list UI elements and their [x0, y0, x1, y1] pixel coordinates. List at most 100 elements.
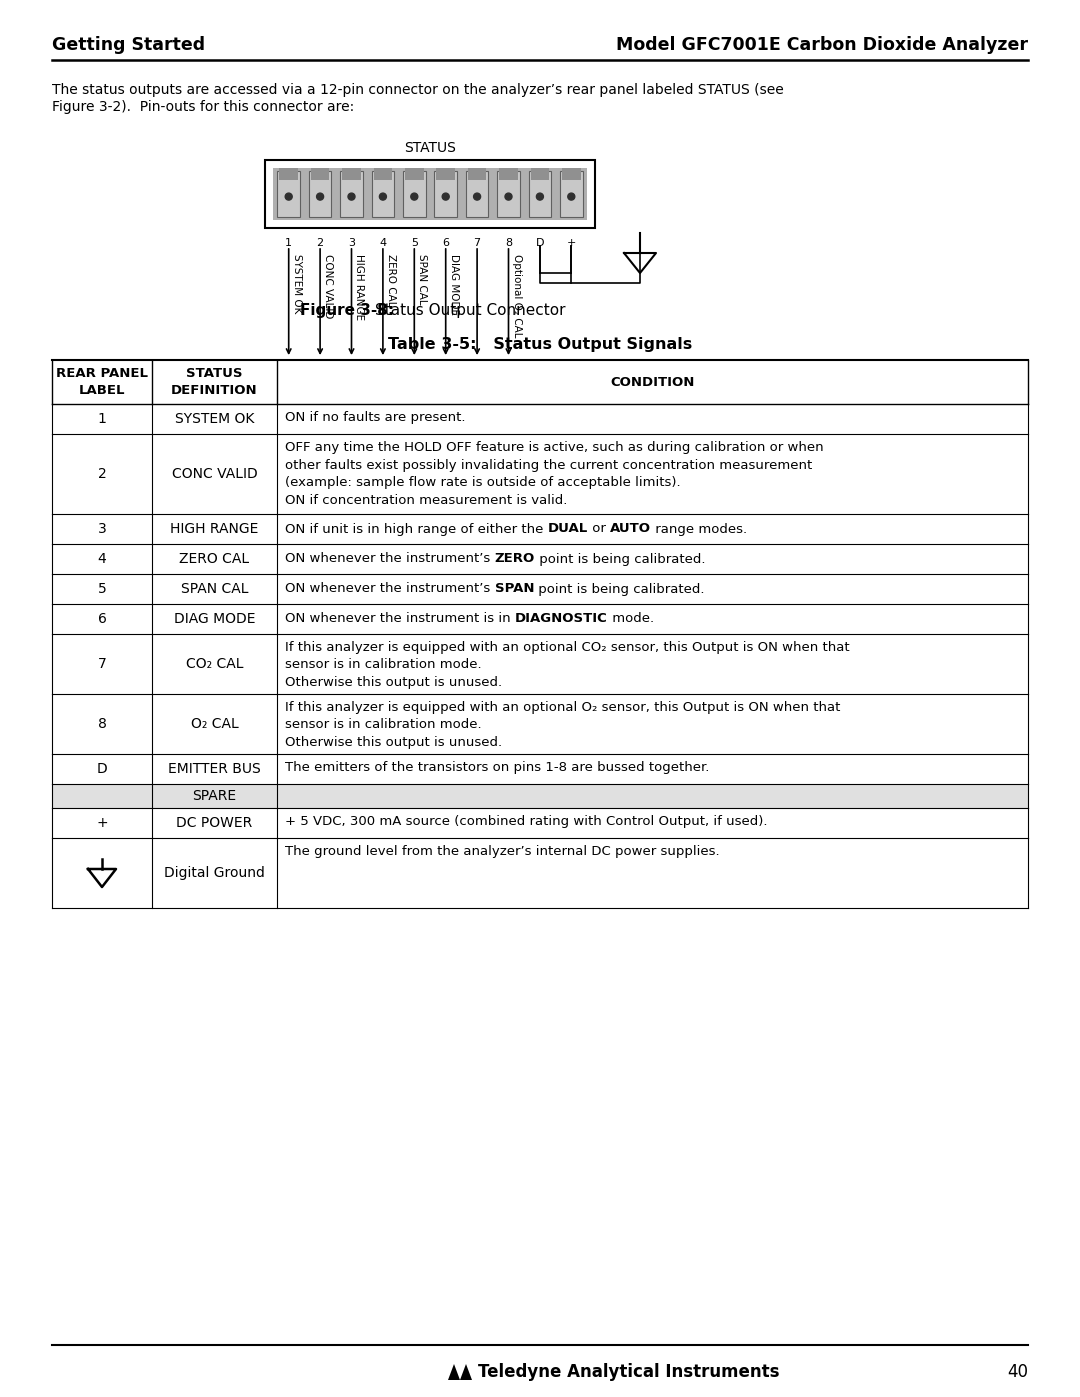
Bar — [265, 161, 595, 228]
Circle shape — [505, 193, 512, 200]
Text: 1: 1 — [97, 412, 107, 426]
Text: or: or — [588, 522, 610, 535]
Text: range modes.: range modes. — [651, 522, 747, 535]
Text: DC POWER: DC POWER — [176, 816, 253, 830]
Text: Optional O₂ CAL: Optional O₂ CAL — [512, 254, 522, 338]
Text: 1: 1 — [285, 237, 293, 249]
Text: OFF any time the HOLD OFF feature is active, such as during calibration or when
: OFF any time the HOLD OFF feature is act… — [285, 441, 824, 507]
Bar — [434, 170, 457, 217]
Text: 2: 2 — [97, 467, 106, 481]
Bar — [405, 168, 423, 180]
Bar — [52, 543, 1028, 574]
Text: 40: 40 — [1007, 1363, 1028, 1382]
Text: +: + — [567, 237, 576, 249]
Text: Digital Ground: Digital Ground — [164, 866, 265, 880]
Text: REAR PANEL
LABEL: REAR PANEL LABEL — [56, 367, 148, 397]
Bar — [309, 170, 332, 217]
Text: point is being calibrated.: point is being calibrated. — [535, 552, 705, 566]
Text: CONC VALID: CONC VALID — [172, 467, 257, 481]
Circle shape — [285, 193, 293, 200]
Text: ON if unit is in high range of either the: ON if unit is in high range of either th… — [285, 522, 548, 535]
Bar — [52, 360, 1028, 404]
Text: 5: 5 — [97, 583, 106, 597]
Bar — [52, 634, 1028, 694]
Text: HIGH RANGE: HIGH RANGE — [354, 254, 365, 320]
Text: 4: 4 — [379, 237, 387, 249]
Text: SPAN CAL: SPAN CAL — [417, 254, 428, 305]
Bar — [530, 168, 550, 180]
Bar — [465, 170, 488, 217]
Text: mode.: mode. — [608, 612, 653, 626]
Text: Model GFC7001E Carbon Dioxide Analyzer: Model GFC7001E Carbon Dioxide Analyzer — [616, 36, 1028, 54]
Bar — [52, 514, 1028, 543]
Text: 7: 7 — [473, 237, 481, 249]
Bar — [342, 168, 361, 180]
Bar — [52, 838, 1028, 908]
Text: ON whenever the instrument’s: ON whenever the instrument’s — [285, 552, 495, 566]
Text: DUAL: DUAL — [548, 522, 588, 535]
Text: STATUS
DEFINITION: STATUS DEFINITION — [172, 367, 258, 397]
Text: SYSTEM OK: SYSTEM OK — [175, 412, 254, 426]
Bar — [562, 168, 581, 180]
Text: 6: 6 — [442, 237, 449, 249]
Bar — [528, 170, 551, 217]
Text: The status outputs are accessed via a 12-pin connector on the analyzer’s rear pa: The status outputs are accessed via a 12… — [52, 82, 784, 96]
Bar — [497, 170, 519, 217]
Circle shape — [410, 193, 418, 200]
Polygon shape — [448, 1363, 460, 1380]
Circle shape — [442, 193, 449, 200]
Bar — [52, 404, 1028, 434]
Text: 4: 4 — [97, 552, 106, 566]
Text: 3: 3 — [348, 237, 355, 249]
Bar — [52, 807, 1028, 838]
Text: DIAGNOSTIC: DIAGNOSTIC — [515, 612, 608, 626]
Bar — [52, 784, 1028, 807]
Text: EMITTER BUS: EMITTER BUS — [168, 761, 261, 775]
Circle shape — [316, 193, 324, 200]
Bar — [311, 168, 329, 180]
Text: O₂ CAL: O₂ CAL — [191, 717, 239, 731]
Text: SPAN: SPAN — [495, 583, 534, 595]
Text: SPARE: SPARE — [192, 789, 237, 803]
Text: 3: 3 — [97, 522, 106, 536]
Text: ON if no faults are present.: ON if no faults are present. — [285, 411, 465, 425]
Bar — [280, 168, 298, 180]
Text: 5: 5 — [410, 237, 418, 249]
Text: D: D — [96, 761, 107, 775]
Bar — [278, 170, 300, 217]
Text: 7: 7 — [97, 657, 106, 671]
Text: If this analyzer is equipped with an optional O₂ sensor, this Output is ON when : If this analyzer is equipped with an opt… — [285, 701, 840, 749]
Text: Teledyne Analytical Instruments: Teledyne Analytical Instruments — [478, 1363, 780, 1382]
Text: The ground level from the analyzer’s internal DC power supplies.: The ground level from the analyzer’s int… — [285, 845, 719, 858]
Bar — [403, 170, 426, 217]
Text: Status Output Connector: Status Output Connector — [375, 303, 566, 317]
Text: SYSTEM OK: SYSTEM OK — [292, 254, 301, 313]
Bar — [561, 170, 582, 217]
Text: ON whenever the instrument’s: ON whenever the instrument’s — [285, 583, 495, 595]
Text: SPAN CAL: SPAN CAL — [180, 583, 248, 597]
Text: ZERO: ZERO — [495, 552, 535, 566]
Text: The emitters of the transistors on pins 1-8 are bussed together.: The emitters of the transistors on pins … — [285, 761, 710, 774]
Text: ZERO CAL: ZERO CAL — [386, 254, 396, 306]
Bar — [372, 170, 394, 217]
Bar — [499, 168, 517, 180]
Bar — [52, 604, 1028, 634]
Text: HIGH RANGE: HIGH RANGE — [171, 522, 259, 536]
Text: 6: 6 — [97, 612, 107, 626]
Polygon shape — [460, 1363, 472, 1380]
Text: STATUS: STATUS — [404, 141, 456, 155]
Text: If this analyzer is equipped with an optional CO₂ sensor, this Output is ON when: If this analyzer is equipped with an opt… — [285, 641, 850, 689]
Text: 8: 8 — [97, 717, 107, 731]
Text: CONC VALID: CONC VALID — [323, 254, 333, 319]
Text: Table 3-5:   Status Output Signals: Table 3-5: Status Output Signals — [388, 338, 692, 352]
Text: + 5 VDC, 300 mA source (combined rating with Control Output, if used).: + 5 VDC, 300 mA source (combined rating … — [285, 814, 768, 828]
Text: 2: 2 — [316, 237, 324, 249]
Text: 8: 8 — [505, 237, 512, 249]
Bar — [273, 168, 588, 219]
Text: D: D — [536, 237, 544, 249]
Text: DIAG MODE: DIAG MODE — [174, 612, 255, 626]
Bar — [468, 168, 486, 180]
Text: AUTO: AUTO — [610, 522, 651, 535]
Text: Figure 3-8:: Figure 3-8: — [300, 303, 394, 317]
Bar — [52, 574, 1028, 604]
